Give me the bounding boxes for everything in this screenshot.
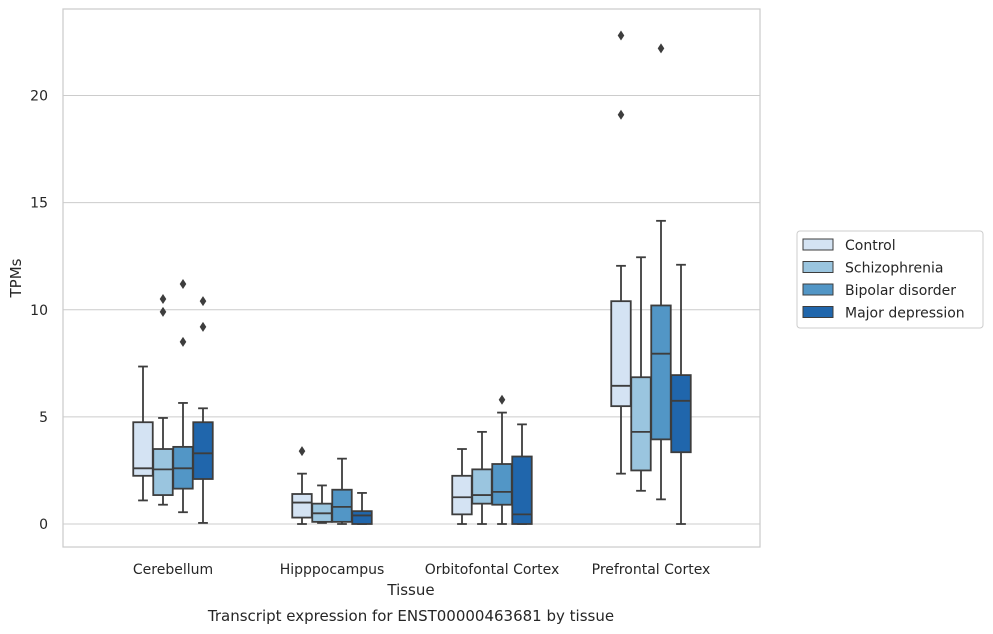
outlier-point [617,109,625,120]
outlier-point [498,394,506,405]
legend: Control Schizophrenia Bipolar disorder Majo… [796,230,984,329]
x-tick-label: Cerebellum [133,562,213,578]
box-plot [630,256,652,492]
y-axis-label: TPMs [7,258,25,298]
y-tick-label: 5 [39,410,48,426]
outlier-point [617,30,625,41]
box-plot [610,30,632,475]
legend-swatch [802,238,834,251]
box [451,474,473,516]
y-tick-label: 0 [39,517,48,533]
box-plot [192,296,214,524]
box [511,455,533,525]
box-plot [670,263,692,525]
legend-label: Major depression [845,306,965,322]
box [152,448,174,496]
x-axis-ticks: Cerebellum Hipppocampus Orbitofontal Corte… [133,562,710,578]
legend-label: Schizophrenia [845,261,943,277]
plot-frame [62,8,761,548]
y-tick-label: 10 [30,303,48,319]
box [291,493,313,519]
box [351,510,373,525]
x-tick-label: Prefrontal Cortex [592,562,711,578]
box-plot [152,294,174,506]
outlier-point [298,446,306,457]
box [471,468,493,505]
box [630,376,652,472]
outlier-point [159,306,167,317]
chart-caption: Transcript expression for ENST0000046368… [207,607,614,625]
legend-swatch [802,261,834,273]
box-plot [511,423,533,525]
outlier-point [179,279,187,290]
box-plot [351,492,373,525]
outlier-point [199,296,207,307]
legend-label: Bipolar disorder [845,283,956,299]
y-tick-label: 20 [30,89,48,105]
box-plot [451,448,473,525]
outlier-point [179,336,187,347]
outlier-point [199,321,207,332]
box-plot [291,446,313,525]
legend-swatch [802,283,834,296]
x-tick-label: Hipppocampus [280,562,385,578]
box [650,304,672,441]
box-plot [132,365,154,502]
box [670,374,692,454]
box-plot [331,457,353,525]
box-groups [132,30,692,525]
box [491,463,513,506]
legend-swatch [802,306,834,318]
outlier-point [159,294,167,305]
y-tick-label: 15 [30,196,48,212]
y-axis-ticks: 0 5 10 15 20 [30,89,48,534]
x-tick-label: Orbitofontal Cortex [425,562,560,578]
box [610,300,632,408]
box [192,421,214,480]
box-plot [471,430,493,525]
legend-box [796,230,984,329]
box [331,488,353,523]
x-axis-label: Tissue [386,581,434,599]
outlier-point [657,43,665,54]
legend-label: Control [845,238,896,254]
grid [63,95,760,525]
box-plot [650,43,672,501]
